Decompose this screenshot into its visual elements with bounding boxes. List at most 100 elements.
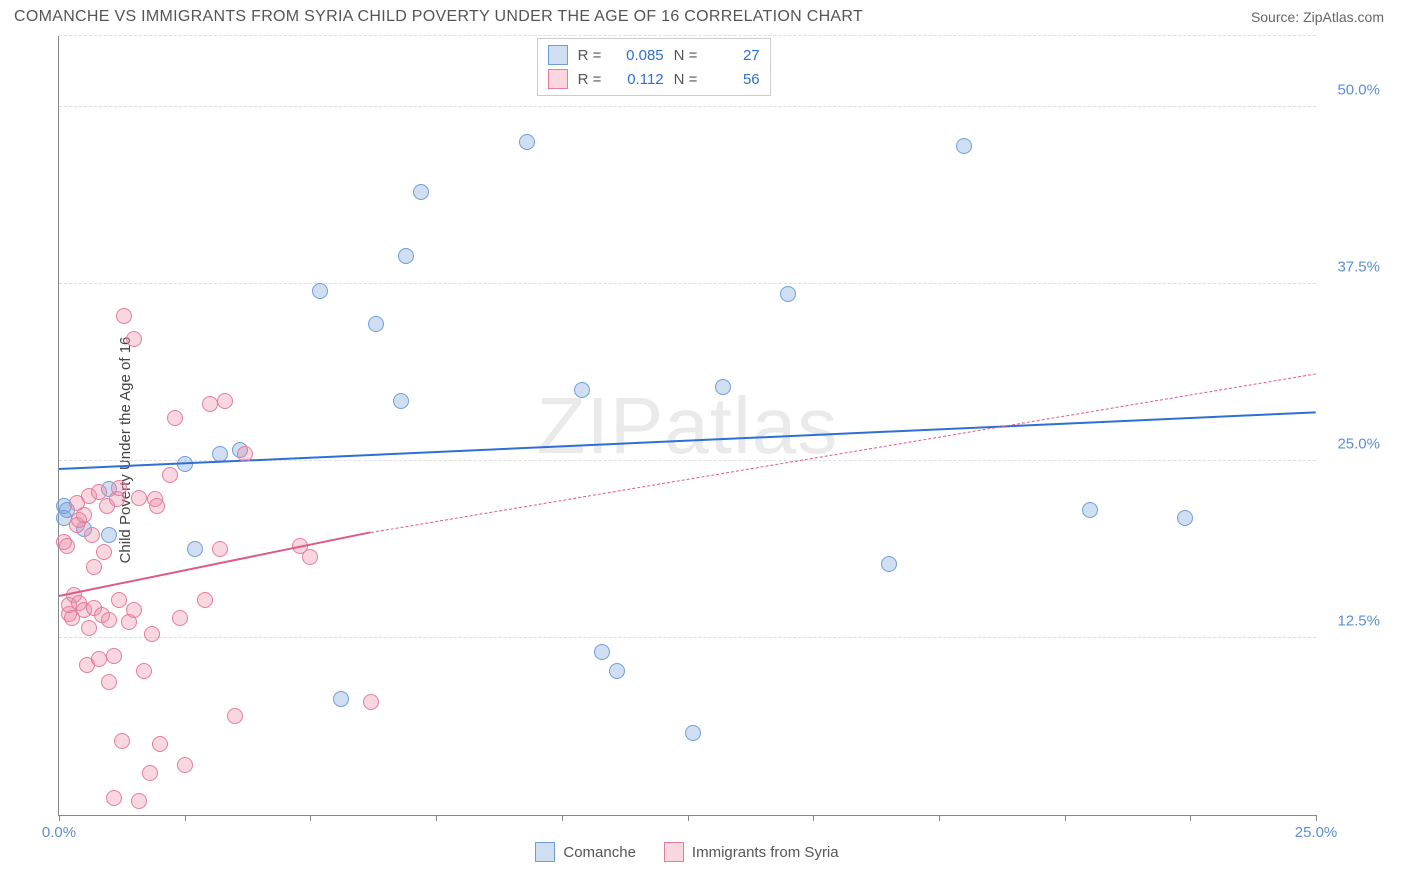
data-point-comanche [333, 691, 349, 707]
data-point-syria [111, 592, 127, 608]
r-label: R = [578, 71, 604, 88]
chart-container: Child Poverty Under the Age of 16 ZIPatl… [14, 36, 1384, 864]
data-point-comanche [368, 316, 384, 332]
legend-swatch [548, 45, 568, 65]
data-point-comanche [393, 393, 409, 409]
legend-label: Immigrants from Syria [692, 844, 839, 861]
x-tick-label: 0.0% [42, 824, 76, 841]
stats-row: R = 0.085 N = 27 [548, 43, 760, 67]
y-tick-label: 37.5% [1337, 258, 1380, 275]
data-point-syria [237, 446, 253, 462]
data-point-syria [101, 612, 117, 628]
x-tick [813, 815, 814, 821]
correlation-stats-box: R = 0.085 N = 27 R = 0.112 N = 56 [537, 38, 771, 96]
data-point-syria [81, 620, 97, 636]
x-tick [562, 815, 563, 821]
x-tick [59, 815, 60, 821]
x-tick [310, 815, 311, 821]
chart-title: COMANCHE VS IMMIGRANTS FROM SYRIA CHILD … [14, 8, 863, 26]
data-point-syria [126, 331, 142, 347]
data-point-syria [59, 538, 75, 554]
r-value: 0.085 [614, 47, 664, 64]
data-point-comanche [1177, 510, 1193, 526]
data-point-syria [152, 736, 168, 752]
data-point-syria [101, 674, 117, 690]
source-attribution: Source: ZipAtlas.com [1251, 9, 1384, 25]
data-point-syria [227, 708, 243, 724]
data-point-comanche [956, 138, 972, 154]
data-point-syria [212, 541, 228, 557]
r-label: R = [578, 47, 604, 64]
data-point-comanche [312, 283, 328, 299]
data-point-comanche [881, 556, 897, 572]
legend-swatch [664, 842, 684, 862]
r-value: 0.112 [614, 71, 664, 88]
data-point-syria [86, 559, 102, 575]
data-point-syria [84, 527, 100, 543]
data-point-syria [144, 626, 160, 642]
x-tick [1190, 815, 1191, 821]
data-point-comanche [101, 527, 117, 543]
data-point-syria [149, 498, 165, 514]
data-point-comanche [574, 382, 590, 398]
data-point-comanche [187, 541, 203, 557]
data-point-syria [96, 544, 112, 560]
data-point-comanche [685, 725, 701, 741]
legend-swatch [548, 69, 568, 89]
legend-swatch [535, 842, 555, 862]
data-point-comanche [715, 379, 731, 395]
n-value: 27 [710, 47, 760, 64]
plot-area: ZIPatlas R =0.085N =27R =0.112N =56 12.5… [58, 36, 1316, 816]
data-point-syria [111, 480, 127, 496]
data-point-syria [91, 651, 107, 667]
data-point-syria [217, 393, 233, 409]
x-tick-label: 25.0% [1295, 824, 1338, 841]
data-point-syria [302, 549, 318, 565]
y-tick-label: 25.0% [1337, 435, 1380, 452]
data-point-syria [106, 648, 122, 664]
data-point-syria [172, 610, 188, 626]
x-tick [1316, 815, 1317, 821]
data-point-syria [202, 396, 218, 412]
data-point-syria [126, 602, 142, 618]
x-tick [185, 815, 186, 821]
data-point-syria [162, 467, 178, 483]
data-point-comanche [212, 446, 228, 462]
data-point-comanche [780, 286, 796, 302]
data-point-syria [131, 490, 147, 506]
legend: Comanche Immigrants from Syria [58, 842, 1316, 862]
data-point-syria [131, 793, 147, 809]
gridline [59, 283, 1316, 284]
data-point-syria [136, 663, 152, 679]
data-point-syria [177, 757, 193, 773]
data-point-syria [363, 694, 379, 710]
gridline [59, 637, 1316, 638]
y-tick-label: 50.0% [1337, 81, 1380, 98]
y-tick-label: 12.5% [1337, 612, 1380, 629]
x-tick [939, 815, 940, 821]
data-point-syria [106, 790, 122, 806]
data-point-comanche [594, 644, 610, 660]
gridline [59, 106, 1316, 107]
x-tick [1065, 815, 1066, 821]
data-point-syria [114, 733, 130, 749]
data-point-comanche [413, 184, 429, 200]
n-value: 56 [710, 71, 760, 88]
data-point-syria [197, 592, 213, 608]
data-point-comanche [398, 248, 414, 264]
data-point-comanche [519, 134, 535, 150]
x-tick [436, 815, 437, 821]
x-tick [688, 815, 689, 821]
stats-row: R = 0.112 N = 56 [548, 67, 760, 91]
gridline [59, 35, 1316, 36]
data-point-syria [116, 308, 132, 324]
n-label: N = [674, 71, 700, 88]
trend-line [371, 373, 1316, 533]
n-label: N = [674, 47, 700, 64]
data-point-syria [167, 410, 183, 426]
legend-label: Comanche [563, 844, 636, 861]
legend-item: Immigrants from Syria [664, 842, 839, 862]
data-point-syria [142, 765, 158, 781]
data-point-syria [76, 507, 92, 523]
data-point-comanche [609, 663, 625, 679]
